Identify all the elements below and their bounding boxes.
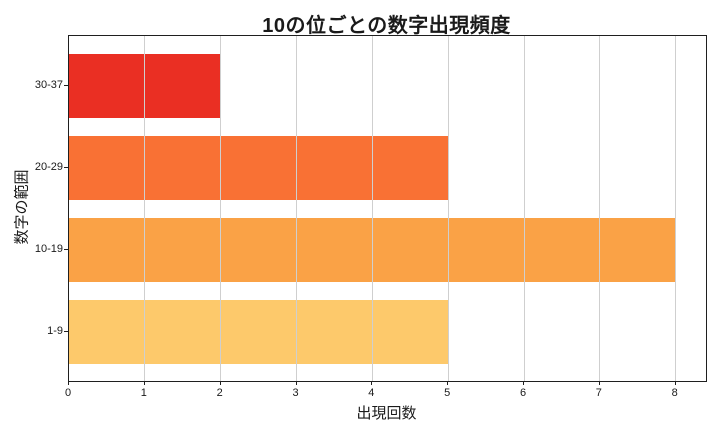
y-tick-mark (64, 85, 68, 86)
grid-line (220, 36, 222, 381)
x-tick-label: 6 (519, 387, 527, 399)
x-tick-label: 5 (444, 387, 451, 399)
grid-line (675, 36, 677, 381)
x-tick-mark (598, 381, 600, 385)
x-tick-label: 1 (140, 387, 147, 399)
grid-line (599, 36, 601, 381)
x-tick-mark (523, 381, 524, 385)
grid-line (447, 36, 449, 381)
x-tick-label: 7 (595, 387, 602, 399)
grid-line (296, 36, 297, 381)
y-tick-mark (64, 167, 68, 168)
bar-20-29 (69, 136, 449, 200)
grid-line (144, 36, 146, 381)
x-tick-label: 2 (216, 387, 223, 399)
x-tick-label: 3 (292, 387, 299, 399)
y-axis-label: 数字の範囲 (13, 169, 31, 245)
y-tick-mark (64, 331, 68, 332)
x-tick-mark (68, 381, 69, 385)
grid-line (371, 36, 373, 381)
x-tick-label: 0 (64, 387, 72, 399)
y-tick-label: 30-37 (34, 79, 63, 91)
x-tick-mark (371, 381, 373, 385)
x-tick-label: 4 (368, 387, 375, 399)
y-tick-label: 1-9 (47, 325, 63, 337)
bar-1-9 (69, 300, 449, 364)
x-tick-mark (143, 381, 145, 385)
grid-line (523, 36, 525, 381)
x-axis-label: 出現回数 (356, 405, 417, 422)
x-tick-mark (447, 381, 449, 385)
y-tick-label: 20-29 (34, 161, 63, 173)
x-tick-mark (295, 381, 297, 385)
x-tick-mark (219, 381, 221, 385)
x-tick-mark (674, 381, 676, 385)
x-tick-label: 8 (671, 387, 678, 399)
plot-area (68, 35, 707, 382)
y-tick-label: 10-19 (34, 243, 63, 255)
y-tick-mark (64, 249, 68, 250)
chart-title: 10の位ごとの数字出現頻度 (262, 15, 511, 37)
